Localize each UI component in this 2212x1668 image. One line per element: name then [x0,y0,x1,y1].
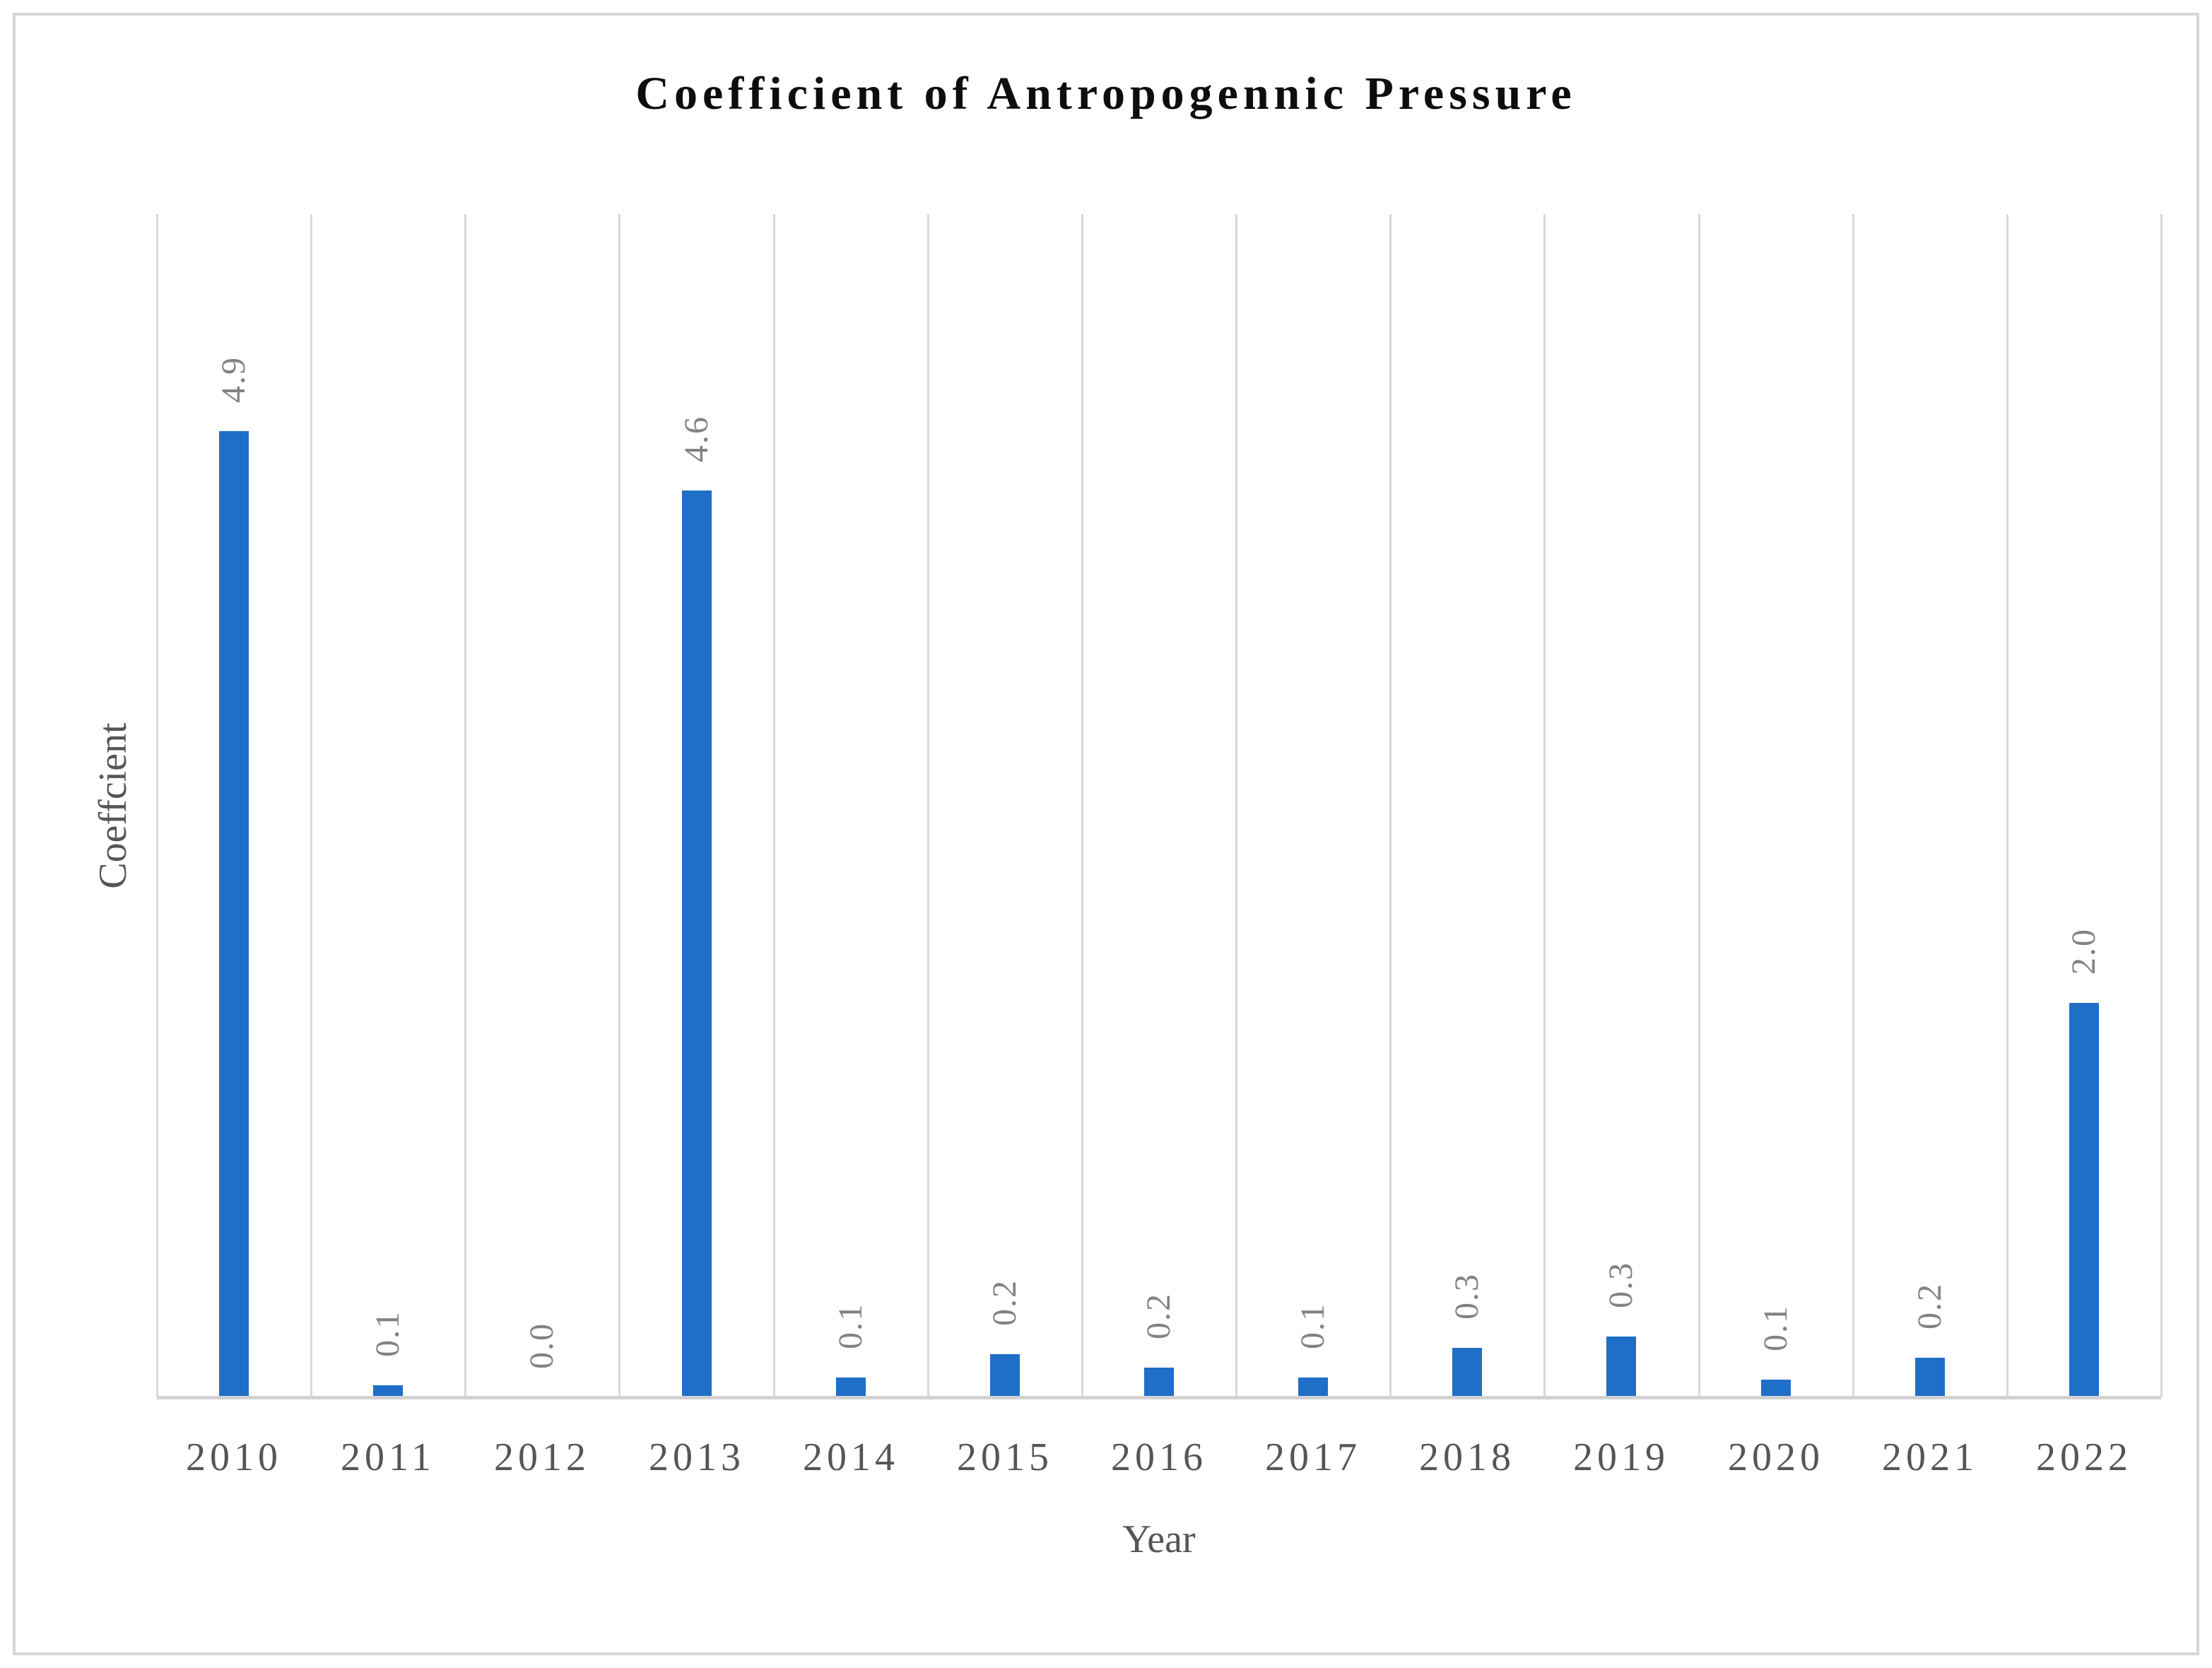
gridline [1698,214,1700,1397]
gridline [2006,214,2008,1397]
data-label-2020: 0.1 [1757,1305,1794,1351]
bar-2016 [1144,1368,1174,1397]
plot-area: 4.9 0.1 0.0 4.6 0.1 0.2 0.2 0.1 0.3 0.3 0.1 0.2 2.0 [156,214,2163,1397]
data-label-2014: 0.1 [832,1303,869,1349]
x-tick-2017: 2017 [1265,1435,1361,1479]
bar-2014 [836,1378,866,1397]
bar-2017 [1298,1378,1328,1397]
chart-title: Coefficient of Antropogennic Pressure [635,68,1577,119]
bar-2010 [219,431,249,1397]
bar-2018 [1452,1348,1482,1397]
x-axis-ticks: 2010 2011 2012 2013 2014 2015 2016 2017 2018 2019… [157,1438,2161,1487]
gridline [1543,214,1546,1397]
x-tick-2020: 2020 [1728,1435,1824,1479]
x-tick-2013: 2013 [649,1435,745,1479]
data-label-text: 0.1 [1294,1303,1331,1349]
data-label-text: 0.2 [1140,1293,1177,1339]
bar-2020 [1761,1380,1791,1397]
gridline [156,214,158,1397]
x-tick-2021: 2021 [1882,1435,1978,1479]
data-label-text: 0.0 [523,1322,560,1369]
x-tick-2012: 2012 [494,1435,590,1479]
x-tick-2010: 2010 [186,1435,282,1479]
y-axis-title-text: Coeffcient [91,722,135,889]
gridline [1235,214,1237,1397]
x-tick-2019: 2019 [1573,1435,1669,1479]
data-label-text: 0.1 [369,1310,406,1357]
data-label-2021: 0.2 [1911,1283,1948,1329]
gridline [2160,214,2163,1397]
gridline [1389,214,1392,1397]
data-label-2011: 0.1 [369,1310,406,1357]
data-label-text: 2.0 [2065,928,2102,975]
bar-2022 [2069,1003,2099,1397]
x-tick-2014: 2014 [803,1435,899,1479]
bar-2013 [682,491,712,1397]
bar-2019 [1606,1337,1636,1397]
gridline [1852,214,1854,1397]
gridline [1081,214,1083,1397]
data-label-2022: 2.0 [2065,928,2102,975]
data-label-text: 0.3 [1448,1273,1486,1320]
x-axis-line [157,1396,2161,1399]
data-label-2018: 0.3 [1448,1273,1486,1320]
data-label-text: 0.1 [832,1303,869,1349]
x-axis-title: Year [1122,1517,1196,1561]
data-label-2016: 0.2 [1140,1293,1177,1339]
data-label-text: 4.6 [678,416,715,462]
gridline [464,214,466,1397]
data-label-2015: 0.2 [986,1279,1023,1326]
data-label-text: 4.9 [215,356,252,403]
gridline [618,214,620,1397]
x-tick-2015: 2015 [957,1435,1053,1479]
x-tick-2011: 2011 [341,1435,435,1479]
data-label-2019: 0.3 [1602,1262,1640,1308]
data-label-text: 0.2 [1911,1283,1948,1329]
bar-2021 [1915,1358,1945,1397]
data-label-text: 0.1 [1757,1305,1794,1351]
bar-2015 [990,1354,1020,1397]
x-tick-2022: 2022 [2036,1435,2132,1479]
bar-2011 [373,1385,403,1397]
data-label-2013: 4.6 [678,416,715,462]
data-label-2012: 0.0 [523,1322,560,1369]
data-label-text: 0.3 [1602,1262,1640,1308]
x-tick-2016: 2016 [1111,1435,1207,1479]
x-tick-2018: 2018 [1419,1435,1515,1479]
gridline [927,214,929,1397]
data-label-text: 0.2 [986,1279,1023,1326]
data-label-2010: 4.9 [215,356,252,403]
data-label-2017: 0.1 [1294,1303,1331,1349]
y-axis-title: Coeffcient [91,722,135,889]
gridline [310,214,312,1397]
gridline [773,214,775,1397]
